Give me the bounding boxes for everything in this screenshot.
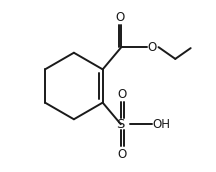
Text: O: O — [118, 148, 127, 161]
Text: O: O — [115, 11, 125, 24]
Text: O: O — [118, 88, 127, 101]
Text: O: O — [148, 41, 157, 54]
Text: S: S — [117, 118, 125, 131]
Text: OH: OH — [152, 118, 170, 131]
